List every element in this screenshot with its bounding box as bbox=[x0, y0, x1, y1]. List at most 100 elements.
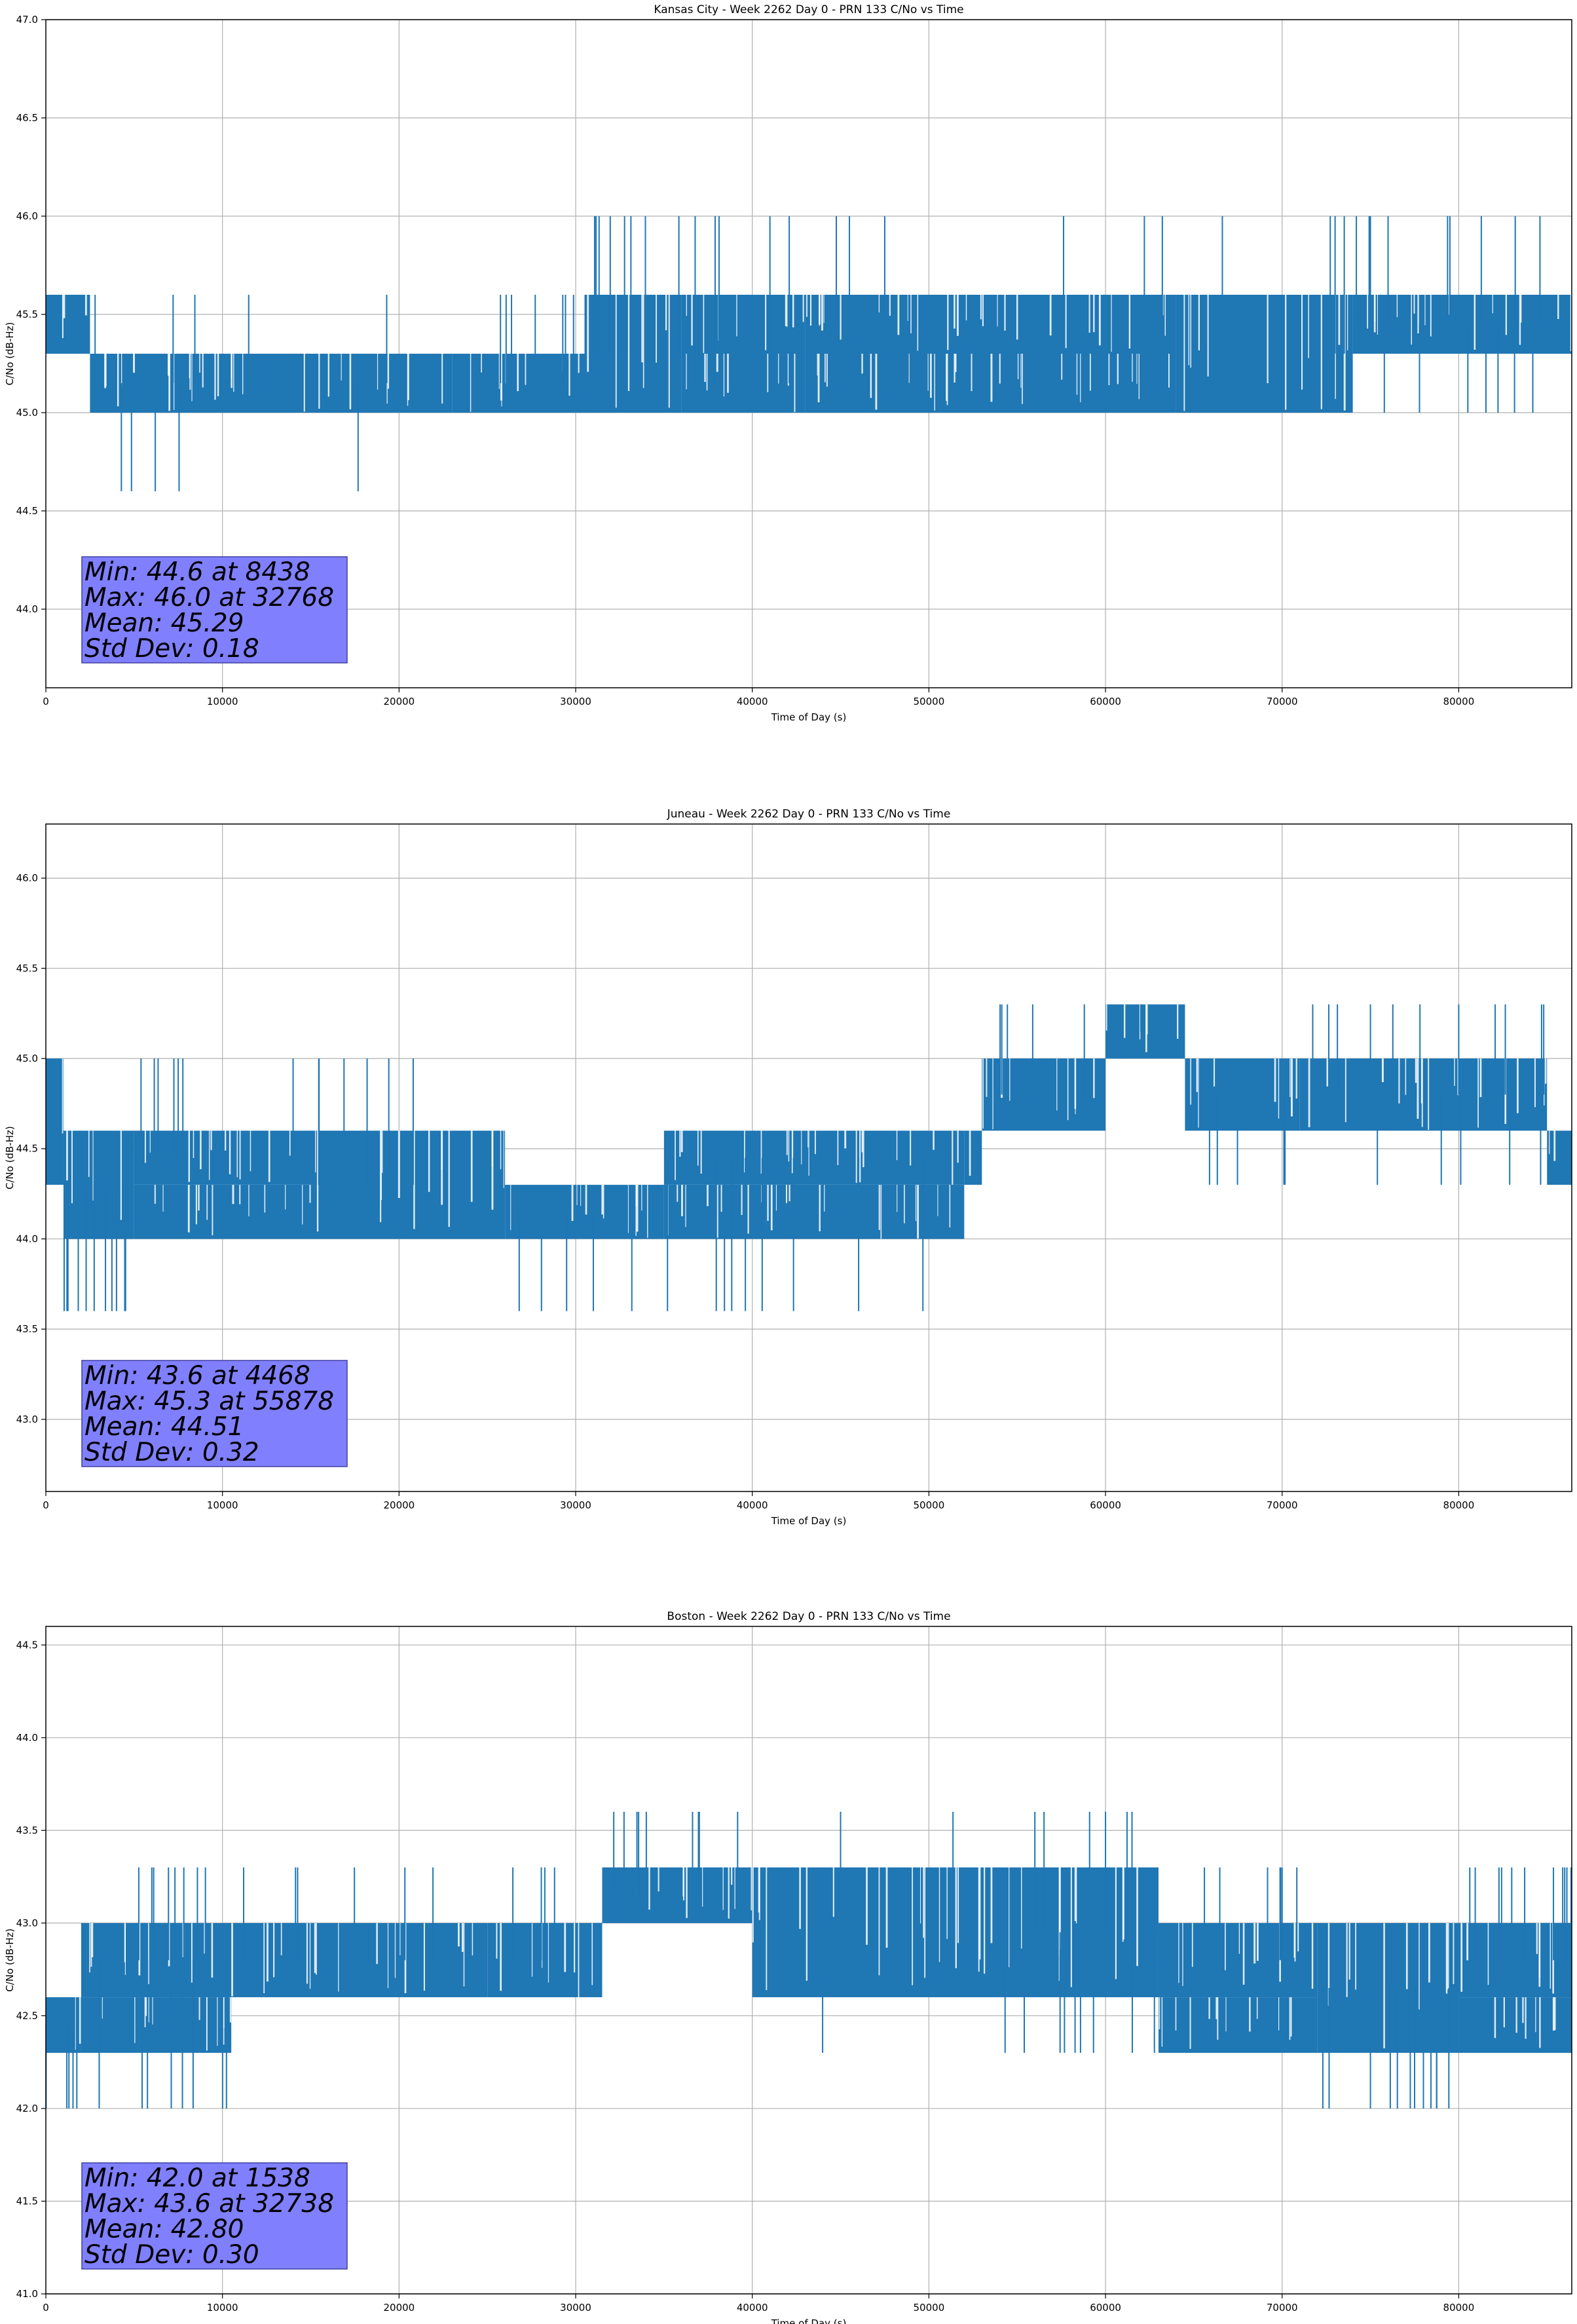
series-gap bbox=[1520, 295, 1522, 323]
series-gap bbox=[880, 1184, 882, 1239]
series-gap bbox=[1190, 1059, 1192, 1105]
x-tick-label: 50000 bbox=[914, 696, 945, 707]
series-gap bbox=[686, 295, 687, 316]
series-gap bbox=[648, 1867, 650, 1910]
series-gap bbox=[229, 1997, 231, 2023]
series-gap bbox=[752, 1867, 754, 1943]
series-gap bbox=[992, 1059, 993, 1130]
series-gap bbox=[1301, 295, 1303, 390]
series-band bbox=[81, 1997, 232, 2053]
series-gap bbox=[316, 1922, 317, 1975]
series-gap bbox=[767, 1184, 769, 1221]
series-band bbox=[1352, 295, 1572, 354]
series-gap bbox=[1059, 1867, 1061, 1949]
series-gap bbox=[200, 1131, 202, 1170]
series-gap bbox=[1338, 295, 1341, 345]
series-band bbox=[231, 1922, 488, 1998]
series-gap bbox=[832, 1867, 834, 1917]
series-gap bbox=[734, 1867, 735, 1909]
stats-line: Mean: 44.51 bbox=[84, 1412, 244, 1442]
stats-line: Min: 44.6 at 8438 bbox=[84, 557, 310, 587]
series-gap bbox=[1308, 1059, 1310, 1127]
series-gap bbox=[819, 1184, 821, 1231]
series-gap bbox=[470, 1131, 473, 1202]
series-gap bbox=[627, 1184, 629, 1233]
series-gap bbox=[786, 1184, 788, 1203]
series-gap bbox=[210, 1131, 212, 1150]
series-band bbox=[134, 1184, 311, 1239]
series-gap bbox=[89, 1922, 90, 1973]
series-gap bbox=[377, 354, 379, 390]
series-gap bbox=[1253, 1922, 1256, 1964]
series-gap bbox=[280, 1922, 282, 1956]
series-band bbox=[46, 1059, 64, 1185]
series-gap bbox=[75, 1997, 76, 2050]
series-gap bbox=[289, 1131, 291, 1156]
series-gap bbox=[954, 354, 955, 383]
series-gap bbox=[908, 354, 910, 383]
series-gap bbox=[1381, 1059, 1384, 1083]
stats-line: Std Dev: 0.18 bbox=[84, 634, 259, 664]
chart-title: Kansas City - Week 2262 Day 0 - PRN 133 … bbox=[654, 3, 963, 16]
series-gap bbox=[1067, 1059, 1069, 1121]
series-gap bbox=[978, 1867, 981, 1960]
series-gap bbox=[917, 1184, 919, 1239]
series-gap bbox=[934, 354, 935, 411]
series-gap bbox=[510, 1184, 511, 1230]
series-gap bbox=[1536, 1922, 1538, 1955]
series-gap bbox=[1016, 295, 1018, 340]
series-gap bbox=[121, 354, 122, 388]
series-band bbox=[63, 1131, 134, 1239]
series-gap bbox=[1479, 1059, 1482, 1097]
series-gap bbox=[199, 354, 200, 373]
series-gap bbox=[1345, 1059, 1346, 1123]
series-gap bbox=[952, 1131, 954, 1185]
series-gap bbox=[704, 354, 706, 383]
series-gap bbox=[840, 295, 842, 340]
series-gap bbox=[923, 1867, 925, 1938]
series-band bbox=[81, 1922, 232, 1998]
series-band bbox=[1317, 1922, 1459, 2053]
series-gap bbox=[1159, 1997, 1160, 2030]
y-tick-label: 45.5 bbox=[16, 309, 38, 320]
series-gap bbox=[91, 1922, 94, 1958]
series-gap bbox=[679, 1131, 681, 1157]
series-gap bbox=[1405, 1059, 1407, 1095]
x-tick-label: 60000 bbox=[1090, 696, 1121, 707]
series-band bbox=[1547, 1131, 1572, 1185]
series-band bbox=[1185, 1059, 1300, 1131]
series-gap bbox=[1175, 1997, 1177, 2031]
series-gap bbox=[741, 1184, 743, 1215]
x-tick-label: 20000 bbox=[383, 1499, 415, 1511]
series-gap bbox=[984, 1867, 986, 1974]
x-tick-label: 80000 bbox=[1443, 2302, 1475, 2314]
series-gap bbox=[1383, 1922, 1385, 2049]
series-gap bbox=[999, 354, 1001, 384]
series-gap bbox=[1557, 295, 1559, 320]
series-gap bbox=[1021, 1867, 1022, 1949]
series-gap bbox=[62, 1059, 64, 1134]
series-gap bbox=[1215, 1997, 1217, 2019]
series-gap bbox=[933, 1131, 935, 1150]
stats-line: Mean: 42.80 bbox=[84, 2215, 244, 2244]
series-gap bbox=[587, 295, 589, 372]
series-gap bbox=[578, 1922, 580, 1997]
series-gap bbox=[1428, 1059, 1430, 1130]
series-gap bbox=[885, 1867, 888, 1948]
series-gap bbox=[677, 1184, 678, 1202]
y-tick-label: 42.0 bbox=[16, 2103, 38, 2114]
series-gap bbox=[1056, 1059, 1058, 1111]
series-band bbox=[805, 295, 1176, 354]
series-gap bbox=[1168, 354, 1170, 388]
series-gap bbox=[627, 295, 630, 391]
series-gap bbox=[223, 1997, 225, 2028]
y-tick-label: 45.5 bbox=[16, 962, 38, 974]
series-gap bbox=[517, 354, 519, 392]
series-gap bbox=[1289, 1059, 1291, 1097]
series-gap bbox=[145, 1997, 147, 2016]
y-tick-label: 41.5 bbox=[16, 2195, 38, 2207]
series-gap bbox=[658, 1867, 659, 1892]
series-gap bbox=[1421, 1059, 1423, 1127]
series-band bbox=[663, 1131, 965, 1185]
series-band bbox=[964, 1131, 982, 1185]
